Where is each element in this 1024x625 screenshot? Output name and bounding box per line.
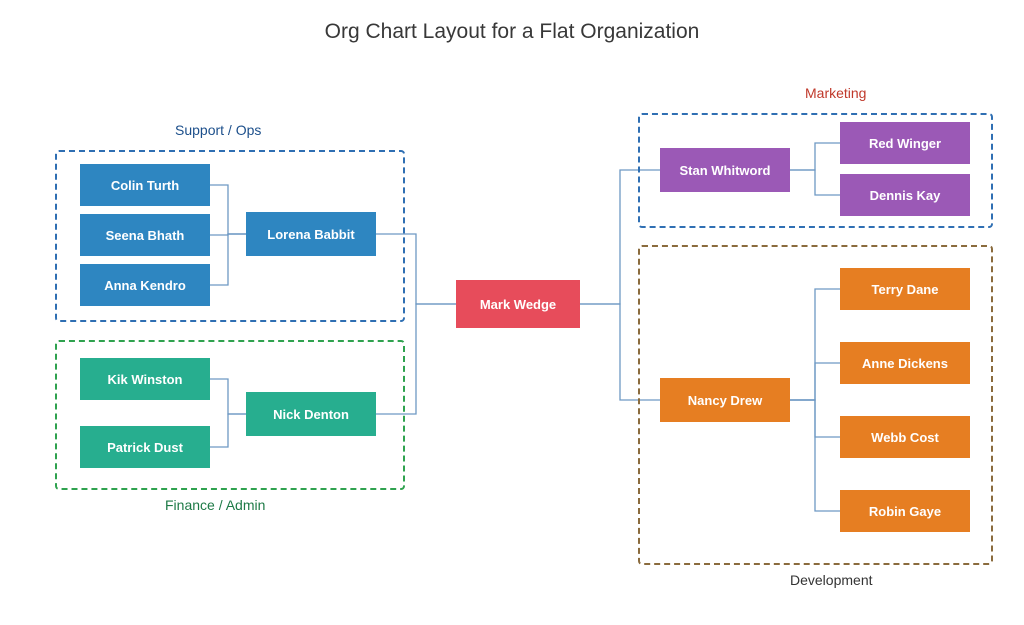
node-anne-dickens: Anne Dickens xyxy=(840,342,970,384)
node-lorena-babbit: Lorena Babbit xyxy=(246,212,376,256)
chart-title: Org Chart Layout for a Flat Organization xyxy=(0,20,1024,44)
group-label-marketing: Marketing xyxy=(805,85,866,101)
node-mark-wedge: Mark Wedge xyxy=(456,280,580,328)
org-chart-canvas: Org Chart Layout for a Flat Organization… xyxy=(0,0,1024,625)
node-terry-dane: Terry Dane xyxy=(840,268,970,310)
node-nancy-drew: Nancy Drew xyxy=(660,378,790,422)
node-nick-denton: Nick Denton xyxy=(246,392,376,436)
group-label-support-ops: Support / Ops xyxy=(175,122,261,138)
node-red-winger: Red Winger xyxy=(840,122,970,164)
node-webb-cost: Webb Cost xyxy=(840,416,970,458)
node-anna-kendro: Anna Kendro xyxy=(80,264,210,306)
node-colin-turth: Colin Turth xyxy=(80,164,210,206)
group-label-finance-admin: Finance / Admin xyxy=(165,497,265,513)
node-patrick-dust: Patrick Dust xyxy=(80,426,210,468)
node-robin-gaye: Robin Gaye xyxy=(840,490,970,532)
group-label-development: Development xyxy=(790,572,873,588)
node-kik-winston: Kik Winston xyxy=(80,358,210,400)
node-stan-whitword: Stan Whitword xyxy=(660,148,790,192)
node-seena-bhath: Seena Bhath xyxy=(80,214,210,256)
node-dennis-kay: Dennis Kay xyxy=(840,174,970,216)
